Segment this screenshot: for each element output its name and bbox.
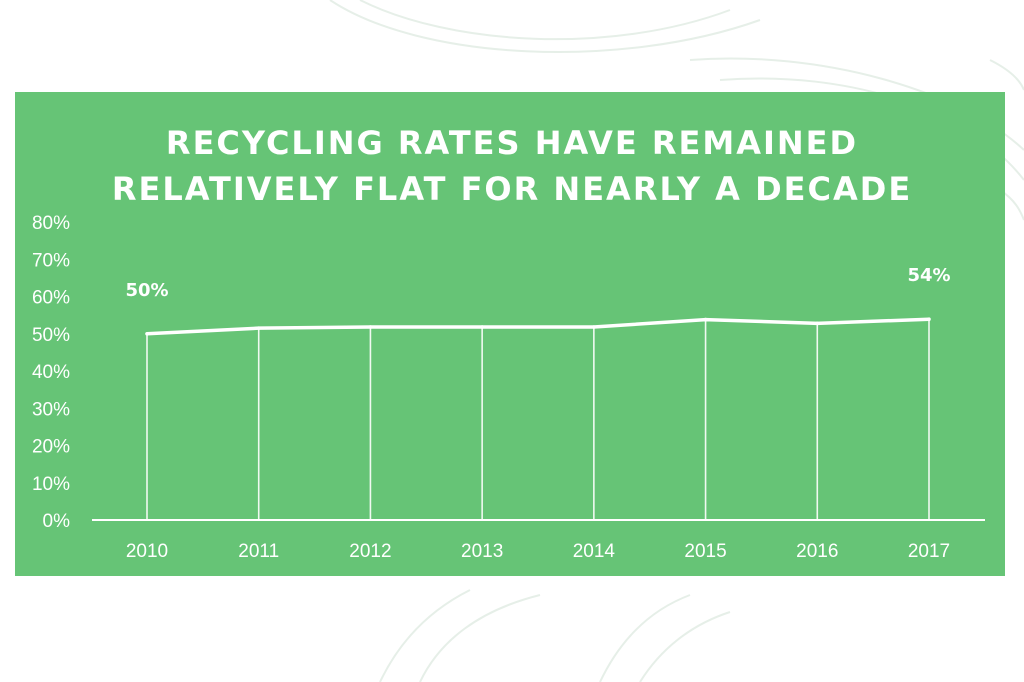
y-tick-label: 50%	[32, 325, 70, 346]
data-point	[480, 325, 484, 329]
x-tick-label: 2015	[684, 541, 726, 562]
y-tick-label: 0%	[43, 511, 71, 532]
x-tick-label: 2011	[238, 541, 279, 562]
data-point	[256, 326, 261, 330]
series-line	[146, 317, 930, 336]
x-tick-label: 2014	[573, 541, 616, 562]
x-tick-label: 2017	[908, 541, 950, 562]
y-tick-label: 20%	[32, 437, 70, 458]
data-point	[145, 331, 149, 336]
x-tick-label: 2016	[796, 541, 838, 562]
x-tick-label: 2012	[349, 541, 391, 562]
data-point	[927, 317, 931, 322]
chart-title-line-1: RECYCLING RATES HAVE REMAINED	[165, 124, 859, 162]
chart-title: RECYCLING RATES HAVE REMAINED RELATIVELY…	[0, 120, 1024, 212]
x-tick-label: 2010	[126, 541, 168, 562]
chart-panel	[15, 92, 1005, 576]
y-tick-label: 80%	[32, 213, 70, 234]
y-tick-label: 40%	[32, 362, 70, 383]
data-point	[368, 325, 373, 329]
data-point	[703, 317, 708, 322]
data-point	[592, 325, 596, 329]
data-point	[815, 321, 820, 326]
y-tick-label: 60%	[32, 288, 70, 309]
y-tick-label: 10%	[32, 474, 70, 495]
y-tick-label: 30%	[32, 399, 70, 420]
data-label: 54%	[907, 265, 950, 286]
data-label: 50%	[125, 280, 168, 301]
y-tick-label: 70%	[32, 250, 70, 271]
x-tick-label: 2013	[461, 541, 503, 562]
chart-title-line-2: RELATIVELY FLAT FOR NEARLY A DECADE	[111, 170, 913, 208]
